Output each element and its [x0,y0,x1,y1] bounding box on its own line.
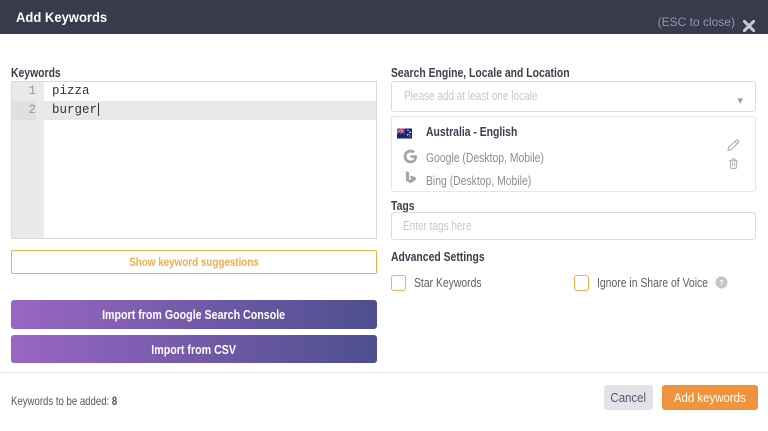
svg-text:?: ? [719,280,723,287]
